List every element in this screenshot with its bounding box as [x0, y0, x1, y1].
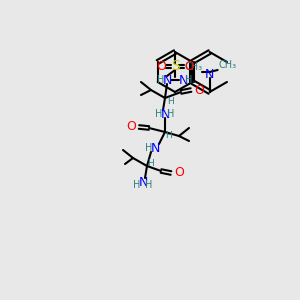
Text: H: H	[167, 97, 173, 106]
Text: O: O	[156, 59, 166, 73]
Text: H: H	[148, 158, 154, 167]
Text: S: S	[171, 59, 179, 73]
Text: O: O	[194, 83, 204, 97]
Text: H: H	[145, 180, 153, 190]
Text: CH₃: CH₃	[184, 62, 203, 72]
Text: H: H	[166, 130, 172, 140]
Text: H: H	[157, 75, 165, 85]
Text: N: N	[160, 107, 170, 121]
Text: O: O	[174, 167, 184, 179]
Text: CH₃: CH₃	[219, 60, 237, 70]
Text: N: N	[138, 176, 148, 188]
Text: O: O	[184, 59, 194, 73]
Text: H: H	[167, 109, 175, 119]
Text: H: H	[145, 143, 153, 153]
Text: H: H	[155, 109, 163, 119]
Text: N: N	[150, 142, 160, 154]
Text: N: N	[178, 74, 188, 86]
Text: H: H	[185, 75, 193, 85]
Text: N: N	[162, 74, 172, 86]
Text: N: N	[205, 68, 214, 80]
Text: O: O	[126, 121, 136, 134]
Text: H: H	[133, 180, 141, 190]
